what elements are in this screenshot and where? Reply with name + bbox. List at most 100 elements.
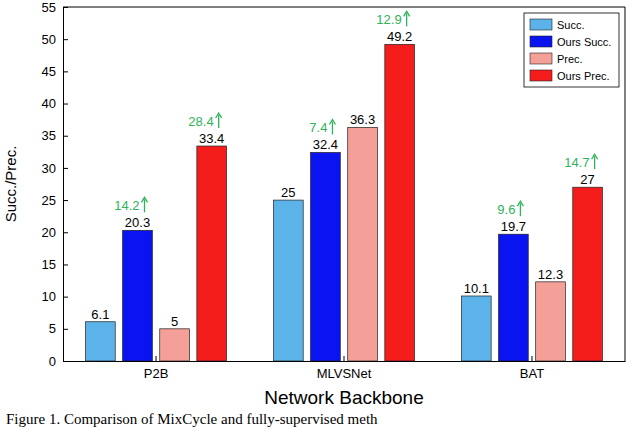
y-tick-label: 0: [49, 354, 56, 369]
annotation-arrow: [332, 121, 333, 134]
x-axis-title: Network Backbone: [264, 387, 423, 408]
data-label: 19.7: [501, 219, 526, 234]
annotation-arrow: [141, 197, 147, 202]
bar: [461, 296, 491, 361]
y-tick: 10: [42, 289, 68, 304]
bar: [197, 146, 227, 361]
annotation: 12.9: [376, 12, 401, 27]
annotation: 14.7: [564, 155, 589, 170]
x-tick: BAT: [520, 356, 544, 381]
data-label: 36.3: [350, 112, 375, 127]
y-tick-mark: [63, 71, 68, 72]
y-tick: 45: [42, 64, 68, 79]
y-tick-mark: [63, 264, 68, 265]
y-axis-line: [63, 8, 64, 362]
y-tick-label: 45: [42, 64, 56, 79]
bar: [123, 230, 153, 361]
legend-swatch: [530, 70, 552, 81]
y-tick-mark: [63, 297, 68, 298]
legend-label: Prec.: [557, 53, 583, 65]
data-label: 27: [580, 172, 594, 187]
x-tick-mark: [344, 356, 345, 361]
plot: 6.12510.120.332.419.7536.312.333.449.227…: [42, 0, 626, 381]
y-tick: 50: [42, 32, 68, 47]
data-label: 20.3: [125, 215, 150, 230]
y-tick-label: 35: [42, 128, 56, 143]
data-label: 33.4: [199, 131, 224, 146]
legend-label: Succ.: [557, 19, 585, 31]
annotation-arrow: [517, 201, 523, 206]
annotation-arrow: [406, 13, 407, 26]
y-tick-mark: [63, 136, 68, 137]
annotation: 7.4: [309, 120, 327, 135]
x-axis-line: [64, 361, 626, 362]
legend-label: Ours Prec.: [557, 70, 610, 82]
x-tick-label: BAT: [520, 366, 544, 381]
annotation-arrow: [592, 154, 598, 159]
annotation-arrow: [144, 199, 145, 212]
y-tick-mark: [63, 329, 68, 330]
y-tick-label: 5: [49, 321, 56, 336]
legend-box: [524, 13, 619, 87]
bar-series: [160, 127, 566, 361]
annotation: 14.2: [114, 198, 139, 213]
y-tick-label: 55: [42, 0, 56, 15]
annotation-arrow: [404, 11, 410, 16]
y-tick: 5: [49, 321, 68, 336]
bar: [348, 127, 378, 361]
x-tick-label: MLVSNet: [317, 366, 372, 381]
bar: [385, 44, 415, 361]
bar-series: [86, 200, 492, 361]
annotation-arrow: [329, 119, 335, 124]
y-axis-title: Succ./Prec.: [2, 146, 19, 223]
annotation-arrow: [520, 203, 521, 216]
y-tick-mark: [63, 104, 68, 105]
x-tick-label: P2B: [144, 366, 169, 381]
bar: [274, 200, 304, 361]
y-tick-mark: [63, 232, 68, 233]
chart: 6.12510.120.332.419.7536.312.333.449.227…: [0, 0, 640, 429]
data-labels: 6.12510.120.332.419.7536.312.333.449.227: [91, 29, 594, 328]
y-tick-mark: [63, 200, 68, 201]
y-tick: 35: [42, 128, 68, 143]
y-tick-label: 20: [42, 225, 56, 240]
y-tick-mark: [63, 168, 68, 169]
data-label: 25: [281, 185, 295, 200]
x-axis: P2B MLVSNet BAT: [64, 356, 626, 381]
annotation: 28.4: [188, 114, 213, 129]
caption: Figure 1. Comparison of MixCycle and ful…: [6, 411, 378, 427]
annotation: 9.6: [497, 202, 515, 217]
data-label: 10.1: [464, 281, 489, 296]
legend-item: Ours Succ.: [530, 36, 611, 48]
x-tick-mark: [156, 356, 157, 361]
y-tick-label: 50: [42, 32, 56, 47]
legend-swatch: [530, 36, 552, 47]
legend-item: Succ.: [530, 19, 585, 31]
legend-swatch: [530, 19, 552, 30]
y-tick: 15: [42, 257, 68, 272]
y-axis: 0 5 10 15 20 25 30 35 40 45 50 55: [42, 0, 68, 369]
y-tick: 30: [42, 161, 68, 176]
y-tick-label: 10: [42, 289, 56, 304]
legend-item: Ours Prec.: [530, 70, 610, 82]
bar: [573, 187, 603, 361]
data-label: 12.3: [538, 267, 563, 282]
y-tick: 20: [42, 225, 68, 240]
bar: [86, 322, 116, 361]
bar-series: [123, 152, 529, 361]
x-tick: P2B: [144, 356, 169, 381]
y-tick-label: 15: [42, 257, 56, 272]
y-tick-label: 25: [42, 193, 56, 208]
annotation-arrow: [218, 115, 219, 128]
bar: [499, 234, 529, 361]
bars: [86, 44, 603, 361]
data-label: 49.2: [387, 29, 412, 44]
legend-item: Prec.: [530, 53, 583, 65]
y-tick-mark: [63, 39, 68, 40]
x-tick: MLVSNet: [317, 356, 372, 381]
bar: [160, 329, 190, 361]
frame: [63, 7, 625, 8]
bar-series: [197, 44, 603, 361]
y-tick-label: 40: [42, 96, 56, 111]
frame: [625, 7, 626, 361]
